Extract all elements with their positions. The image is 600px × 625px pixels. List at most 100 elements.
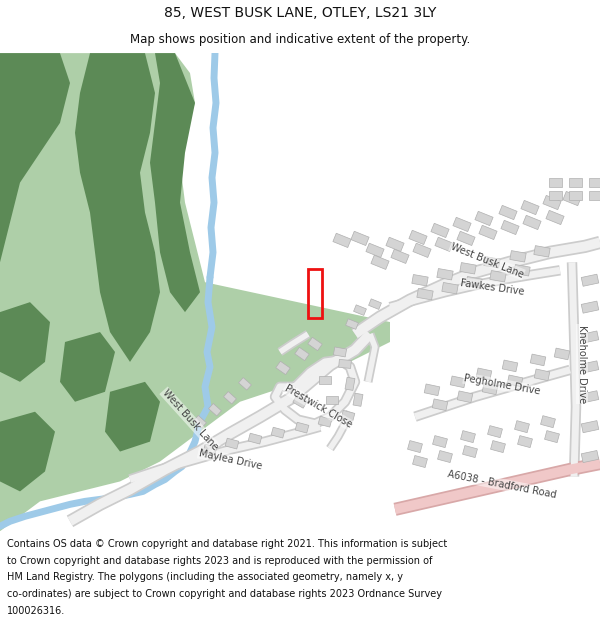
Bar xyxy=(510,251,526,262)
Text: Map shows position and indicative extent of the property.: Map shows position and indicative extent… xyxy=(130,33,470,46)
Bar xyxy=(463,446,478,458)
Bar xyxy=(530,354,546,366)
Text: co-ordinates) are subject to Crown copyright and database rights 2023 Ordnance S: co-ordinates) are subject to Crown copyr… xyxy=(7,589,442,599)
Bar xyxy=(479,225,497,239)
Bar xyxy=(409,230,427,244)
Polygon shape xyxy=(60,332,115,402)
Polygon shape xyxy=(0,302,50,382)
Bar xyxy=(534,369,550,381)
Text: Fawkes Drive: Fawkes Drive xyxy=(460,278,524,297)
Text: HM Land Registry. The polygons (including the associated geometry, namely x, y: HM Land Registry. The polygons (includin… xyxy=(7,572,403,582)
Bar xyxy=(545,431,559,442)
Bar xyxy=(546,211,564,224)
Bar xyxy=(457,231,475,246)
Polygon shape xyxy=(0,53,390,531)
Bar xyxy=(346,319,358,329)
Bar xyxy=(326,396,338,404)
Bar xyxy=(308,338,322,351)
Bar xyxy=(482,383,498,394)
Bar xyxy=(581,391,599,403)
Text: Maylea Drive: Maylea Drive xyxy=(197,448,262,471)
Bar xyxy=(407,441,422,452)
Bar xyxy=(417,289,433,300)
Bar xyxy=(589,191,600,200)
Bar xyxy=(225,438,239,449)
Bar xyxy=(341,410,355,421)
Bar xyxy=(581,301,599,313)
Bar xyxy=(437,269,453,280)
Bar xyxy=(563,191,581,206)
Bar xyxy=(502,360,518,372)
Bar xyxy=(499,206,517,219)
Bar xyxy=(476,368,492,380)
Bar xyxy=(569,178,581,187)
Bar xyxy=(371,255,389,269)
Bar xyxy=(194,416,206,428)
Bar xyxy=(541,416,556,428)
Bar xyxy=(466,276,482,288)
Bar xyxy=(450,376,466,388)
Bar xyxy=(534,246,550,257)
Bar xyxy=(523,216,541,229)
Bar xyxy=(248,433,262,444)
Bar xyxy=(386,238,404,251)
Bar xyxy=(548,191,562,200)
Bar xyxy=(475,211,493,226)
Bar xyxy=(543,196,561,209)
Text: Prestwick Close: Prestwick Close xyxy=(283,383,353,430)
Bar xyxy=(345,378,355,391)
Bar xyxy=(318,416,332,427)
Bar xyxy=(460,262,476,274)
Bar xyxy=(295,348,309,361)
Bar xyxy=(391,249,409,264)
Bar xyxy=(515,421,529,432)
Text: to Crown copyright and database rights 2023 and is reproduced with the permissio: to Crown copyright and database rights 2… xyxy=(7,556,433,566)
Bar xyxy=(333,233,351,248)
Polygon shape xyxy=(150,53,200,312)
Text: Contains OS data © Crown copyright and database right 2021. This information is : Contains OS data © Crown copyright and d… xyxy=(7,539,448,549)
Text: 85, WEST BUSK LANE, OTLEY, LS21 3LY: 85, WEST BUSK LANE, OTLEY, LS21 3LY xyxy=(164,6,436,20)
Bar xyxy=(319,376,331,384)
Bar xyxy=(457,391,473,402)
Bar xyxy=(518,436,532,447)
Bar xyxy=(295,422,309,433)
Bar xyxy=(581,421,599,432)
Polygon shape xyxy=(75,53,160,362)
Text: Pegholme Drive: Pegholme Drive xyxy=(463,373,541,396)
Polygon shape xyxy=(0,412,55,491)
Bar xyxy=(521,201,539,214)
Text: West Busk Lane: West Busk Lane xyxy=(449,241,525,279)
Bar xyxy=(490,271,506,282)
Bar xyxy=(442,282,458,294)
Bar xyxy=(308,269,322,318)
Text: West Busk Lane: West Busk Lane xyxy=(160,388,220,452)
Bar xyxy=(569,191,581,200)
Bar xyxy=(353,393,363,406)
Bar xyxy=(514,264,530,276)
Text: 100026316.: 100026316. xyxy=(7,606,65,616)
Bar xyxy=(453,217,471,232)
Bar xyxy=(271,428,285,438)
Bar xyxy=(432,399,448,411)
Bar xyxy=(507,375,523,387)
Bar xyxy=(209,404,221,416)
Bar xyxy=(431,223,449,238)
Bar xyxy=(239,378,251,390)
Bar xyxy=(488,426,502,438)
Bar xyxy=(554,348,570,360)
Bar xyxy=(581,331,599,343)
Text: Kneholme Drive: Kneholme Drive xyxy=(577,325,587,403)
Bar xyxy=(368,299,382,309)
Bar xyxy=(413,243,431,258)
Polygon shape xyxy=(0,53,70,262)
Bar xyxy=(581,361,599,373)
Bar xyxy=(334,347,347,357)
Bar xyxy=(413,456,427,468)
Bar xyxy=(491,441,505,452)
Bar xyxy=(484,257,500,268)
Bar xyxy=(433,436,448,447)
Bar xyxy=(581,274,599,286)
Bar xyxy=(203,444,217,455)
Polygon shape xyxy=(105,382,160,451)
Bar xyxy=(435,238,453,251)
